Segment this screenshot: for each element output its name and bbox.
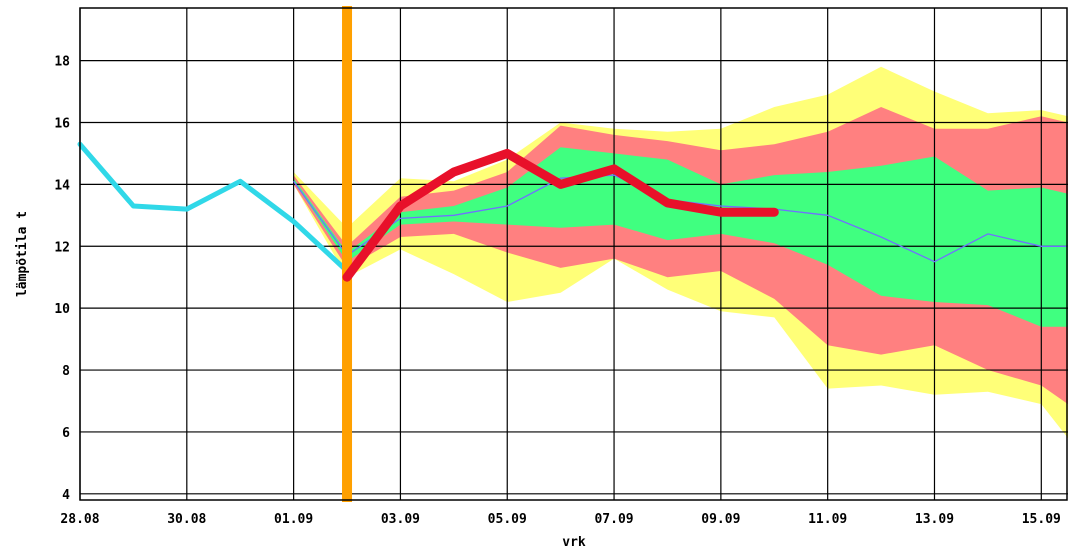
x-tick-label: 09.09	[701, 512, 740, 527]
x-tick-label: 01.09	[274, 512, 313, 527]
y-tick-label: 8	[62, 364, 70, 379]
y-tick-label: 12	[54, 240, 70, 255]
grid-lines	[79, 8, 1068, 500]
y-tick-label: 6	[62, 426, 70, 441]
y-tick-label: 10	[54, 302, 70, 317]
median-line	[293, 174, 1068, 263]
y-tick-labels: 4 6 8 10 12 14 16 18	[54, 55, 70, 503]
x-axis-label: vrk	[562, 535, 586, 550]
uncertainty-bands	[293, 66, 1068, 439]
forecast-start-marker	[342, 6, 353, 502]
x-tick-label: 13.09	[915, 512, 954, 527]
x-tick-label: 07.09	[594, 512, 633, 527]
plot-frame	[79, 7, 1068, 501]
y-tick-label: 14	[54, 178, 70, 193]
y-axis-label: lämpötila t	[15, 211, 30, 297]
x-tick-label: 03.09	[381, 512, 420, 527]
y-tick-label: 18	[54, 55, 70, 70]
series-lines	[77, 6, 1068, 502]
x-tick-label: 11.09	[808, 512, 847, 527]
observed-line	[77, 141, 350, 274]
x-tick-label: 28.08	[60, 512, 99, 527]
y-tick-label: 16	[54, 116, 70, 131]
band-inner	[293, 147, 1068, 327]
y-tick-label: 4	[62, 488, 70, 503]
x-tick-label: 05.09	[488, 512, 527, 527]
actual-line	[342, 148, 779, 282]
x-tick-label: 15.09	[1022, 512, 1061, 527]
x-tick-labels: 28.08 30.08 01.09 03.09 05.09 07.09 09.09 11.09…	[60, 512, 1060, 527]
x-tick-label: 30.08	[167, 512, 206, 527]
